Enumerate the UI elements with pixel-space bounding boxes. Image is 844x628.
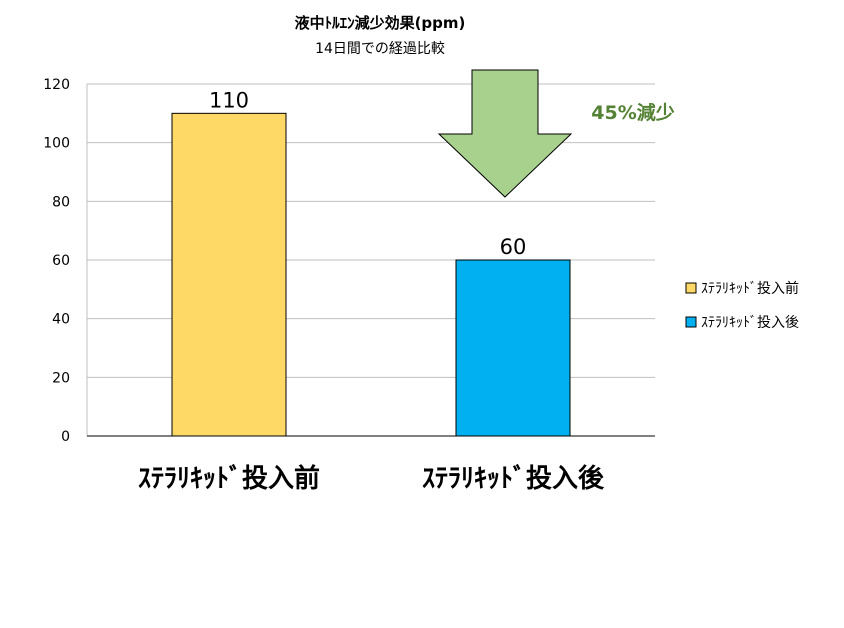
y-tick-label: 100 <box>43 136 70 152</box>
y-tick-label: 60 <box>52 253 70 269</box>
x-tick-label: ｽﾃﾗﾘｷｯﾄﾞ投入前 <box>138 463 320 494</box>
bar <box>455 259 571 437</box>
annotation-label: 45%減少 <box>591 101 674 124</box>
chart-title: 液中ﾄﾙｴﾝ減少効果(ppm) <box>294 14 466 32</box>
legend-label: ｽﾃﾗﾘｷｯﾄﾞ投入前 <box>701 280 799 297</box>
data-label: 110 <box>209 88 249 112</box>
data-label: 60 <box>500 235 527 259</box>
y-tick-label: 0 <box>61 429 70 445</box>
legend-swatch <box>685 316 697 328</box>
chart-subtitle: 14日間での経過比較 <box>315 41 445 57</box>
legend-swatch <box>685 282 697 294</box>
legend-label: ｽﾃﾗﾘｷｯﾄﾞ投入後 <box>701 315 799 331</box>
x-tick-label: ｽﾃﾗﾘｷｯﾄﾞ投入後 <box>422 463 605 494</box>
bar <box>171 112 287 437</box>
y-tick-label: 40 <box>52 312 70 328</box>
y-tick-label: 80 <box>52 194 70 210</box>
y-tick-label: 20 <box>52 370 70 386</box>
annotation-arrow <box>437 69 573 198</box>
y-tick-label: 120 <box>43 77 70 93</box>
